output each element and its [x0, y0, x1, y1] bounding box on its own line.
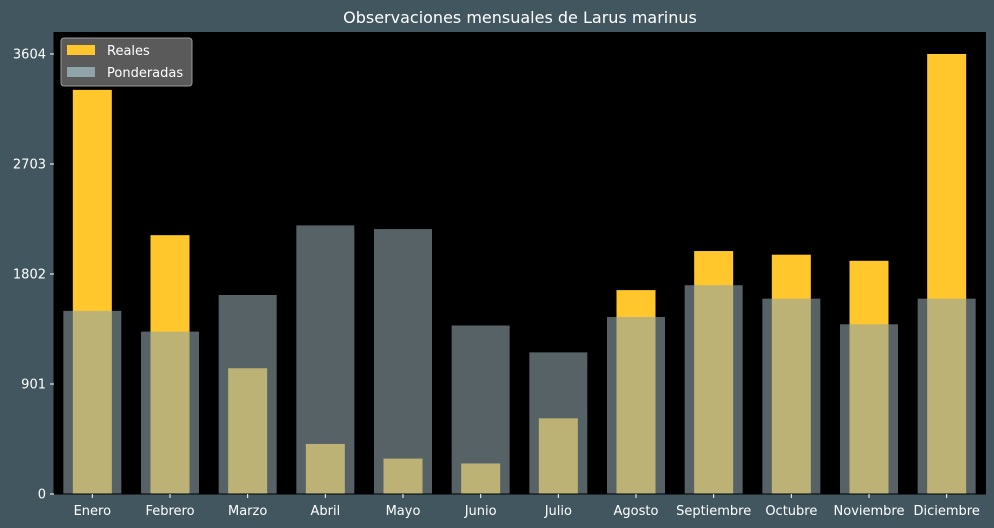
- y-tick-label-3: 2703: [13, 157, 46, 172]
- bar-ponderadas-1: [141, 331, 199, 494]
- bar-ponderadas-8: [684, 285, 743, 494]
- x-tick-label-0: Enero: [74, 504, 112, 519]
- legend-swatch-reales: [67, 45, 95, 55]
- bar-ponderadas-3: [296, 225, 355, 494]
- legend-swatch-ponderadas: [67, 67, 95, 77]
- x-tick-label-9: Octubre: [765, 504, 817, 519]
- x-tick-label-10: Noviembre: [834, 504, 905, 519]
- x-tick-label-3: Abril: [310, 504, 340, 519]
- x-tick-label-1: Febrero: [145, 504, 194, 519]
- x-tick-label-4: Mayo: [386, 504, 421, 519]
- bar-ponderadas-11: [917, 298, 976, 494]
- y-tick-label-4: 3604: [13, 47, 46, 62]
- x-tick-label-5: Junio: [464, 504, 497, 519]
- y-tick-label-0: 0: [38, 488, 46, 503]
- bar-ponderadas-7: [607, 316, 665, 494]
- plot-area: [54, 32, 986, 494]
- x-tick-label-2: Marzo: [228, 504, 267, 519]
- y-tick-label-1: 901: [21, 377, 46, 392]
- y-tick-label-2: 1802: [13, 267, 46, 282]
- legend: Reales Ponderadas: [60, 37, 193, 87]
- bars-layer: [63, 53, 976, 495]
- bar-ponderadas-6: [529, 352, 588, 494]
- bar-ponderadas-10: [840, 324, 898, 494]
- x-tick-label-11: Diciembre: [913, 504, 979, 519]
- bar-ponderadas-9: [762, 298, 821, 494]
- x-tick-label-6: Julio: [544, 504, 572, 519]
- legend-label-reales: Reales: [107, 44, 150, 59]
- bar-ponderadas-4: [374, 229, 432, 494]
- legend-label-ponderadas: Ponderadas: [107, 66, 183, 81]
- x-tick-label-8: Septiembre: [676, 504, 751, 519]
- chart-title: Observaciones mensuales de Larus marinus: [343, 8, 697, 27]
- bar-ponderadas-0: [63, 310, 122, 494]
- bar-ponderadas-5: [451, 325, 510, 494]
- axes-layer: 0 901 1802 2703 3604 Enero Febrero Marzo Abril Ma…: [13, 32, 986, 519]
- bar-ponderadas-2: [218, 294, 277, 494]
- x-tick-label-7: Agosto: [614, 504, 659, 519]
